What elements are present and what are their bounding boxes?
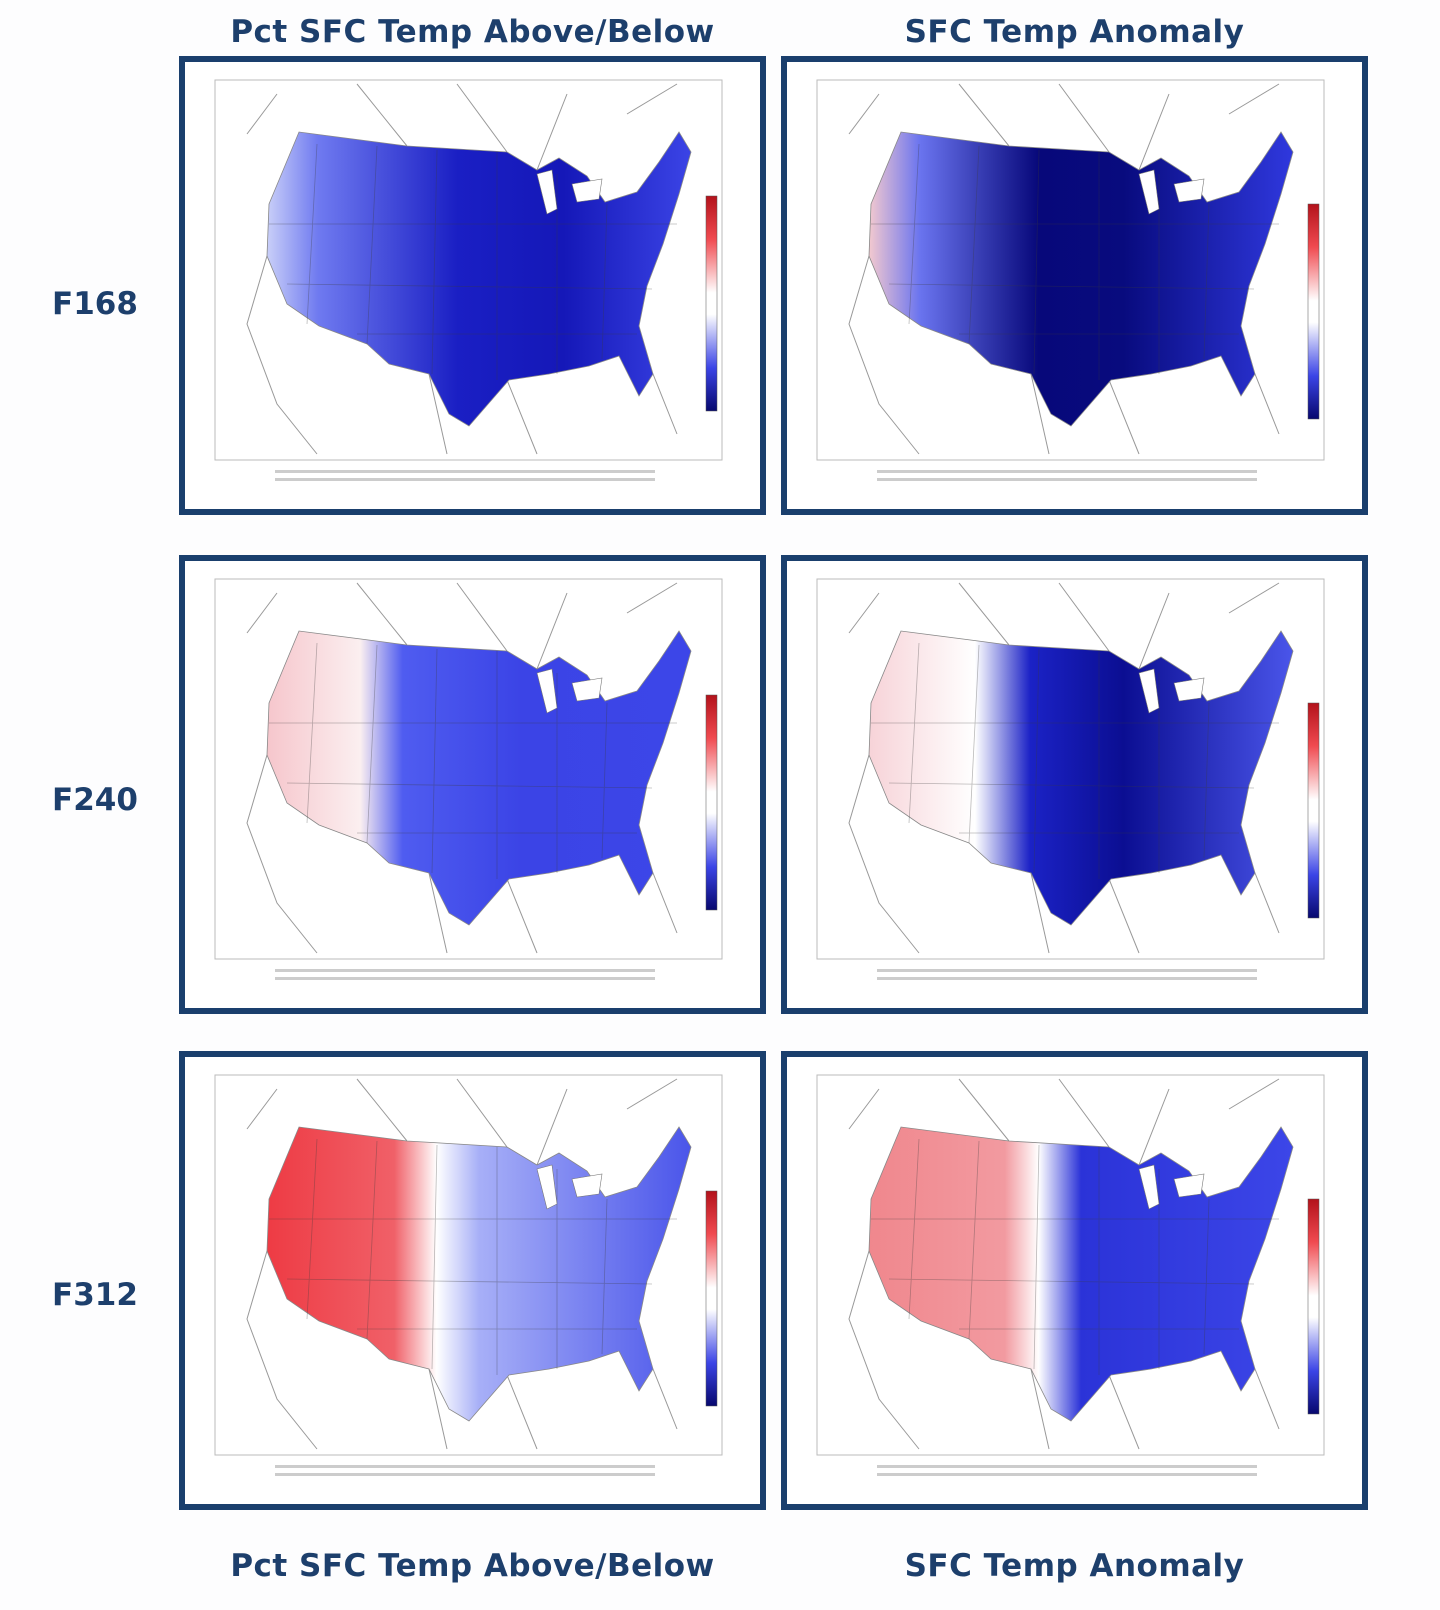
state-lines — [269, 143, 677, 380]
us-field — [266, 1126, 692, 1422]
map — [816, 79, 1325, 481]
map-body — [246, 83, 692, 455]
border-line — [246, 1078, 678, 1450]
caption-placeholder — [275, 969, 655, 972]
caption-placeholder — [275, 478, 655, 481]
great-lakes — [536, 668, 603, 714]
column-title: SFC Temp Anomaly — [904, 14, 1245, 50]
colorbar — [1307, 702, 1320, 919]
map-panel — [781, 555, 1368, 1014]
border-line — [848, 1078, 1280, 1450]
map — [816, 578, 1325, 980]
caption-placeholder — [877, 977, 1257, 980]
caption-placeholder — [877, 478, 1257, 481]
state-lines — [871, 143, 1279, 380]
row-label: F312 — [52, 1277, 138, 1313]
caption-placeholder — [877, 1465, 1257, 1468]
caption-placeholder — [877, 969, 1257, 972]
map-body — [246, 582, 692, 954]
caption-placeholder — [275, 1465, 655, 1468]
column-title: SFC Temp Anomaly — [904, 1548, 1245, 1584]
map-body — [848, 582, 1294, 954]
colorbar — [705, 1190, 718, 1407]
border-line — [246, 582, 678, 954]
state-lines — [269, 642, 677, 879]
state-lines — [269, 1138, 677, 1375]
map-panel — [179, 1051, 766, 1510]
great-lakes — [1138, 169, 1205, 215]
colorbar — [1307, 203, 1320, 420]
map-panel — [781, 1051, 1368, 1510]
caption-placeholder — [275, 1473, 655, 1476]
border-line — [848, 83, 1280, 455]
great-lakes — [536, 1164, 603, 1210]
great-lakes — [1138, 668, 1205, 714]
row-label: F168 — [52, 286, 138, 322]
caption-placeholder — [877, 1473, 1257, 1476]
caption-placeholder — [275, 977, 655, 980]
us-field — [868, 1126, 1294, 1422]
caption-placeholder — [275, 470, 655, 473]
us-field — [266, 630, 692, 926]
column-title: Pct SFC Temp Above/Below — [230, 14, 715, 50]
map-panel — [179, 56, 766, 515]
map — [214, 578, 723, 980]
state-lines — [871, 1138, 1279, 1375]
great-lakes — [1138, 1164, 1205, 1210]
row-label: F240 — [52, 782, 138, 818]
map-body — [246, 1078, 692, 1450]
map — [214, 1074, 723, 1476]
map-body — [848, 1078, 1294, 1450]
map — [214, 79, 723, 481]
colorbar — [705, 195, 718, 412]
border-line — [246, 83, 678, 455]
us-field — [868, 131, 1294, 427]
us-field — [266, 131, 692, 427]
map-panel — [781, 56, 1368, 515]
colorbar — [1307, 1198, 1320, 1415]
state-lines — [871, 642, 1279, 879]
great-lakes — [536, 169, 603, 215]
map-panel — [179, 555, 766, 1014]
border-line — [848, 582, 1280, 954]
map — [816, 1074, 1325, 1476]
colorbar — [705, 694, 718, 911]
us-field — [868, 630, 1294, 926]
caption-placeholder — [877, 470, 1257, 473]
column-title: Pct SFC Temp Above/Below — [230, 1548, 715, 1584]
map-body — [848, 83, 1294, 455]
